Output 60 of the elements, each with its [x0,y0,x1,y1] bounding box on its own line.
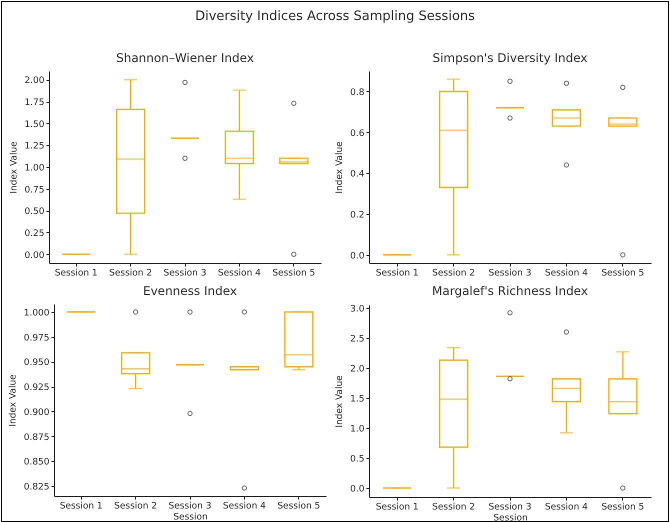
x-tick-label: Session 1 [60,502,103,512]
y-tick-label: 1.5 [350,394,364,404]
x-tick-label: Session 5 [277,502,320,512]
chart-title: Margalef's Richness Index [432,284,588,298]
x-tick-label: Session 2 [109,268,152,278]
y-tick-label: 2.00 [24,76,45,86]
x-tick-label: Session 5 [601,268,644,278]
y-tick-label: 0.6 [350,128,365,139]
x-tick-label: Session 2 [114,502,158,512]
y-tick-label: 0.75 [24,185,44,196]
y-tick-label: 0.2 [350,210,364,220]
x-tick-label: Session 3 [488,502,532,512]
y-tick-label: 3.0 [350,304,365,314]
x-tick-label: Session 5 [601,502,644,512]
y-tick-label: 1.0 [350,424,365,434]
y-tick-label: 0.950 [24,358,50,368]
y-tick-label: 0.5 [350,454,364,464]
y-tick-label: 0.850 [24,458,50,468]
x-tick-label: Session 2 [432,502,476,512]
y-tick-label: 0.0 [350,484,365,494]
text: Diversity Indices Across Sampling Sessions [194,9,476,24]
x-tick-label: Session 3 [488,268,532,278]
y-tick-label: 0.875 [24,432,50,443]
chart-title: Evenness Index [142,284,238,298]
y-tick-label: 1.00 [24,164,45,174]
x-tick-label: Session 4 [544,268,588,278]
x-tick-label: Session 3 [164,268,206,278]
y-tick-label: 0.900 [24,408,50,418]
y-tick-label: 1.75 [24,98,44,108]
y-tick-label: 0.00 [24,250,45,261]
y-axis-title: Index Value [335,374,346,428]
y-axis-title: Index Value [8,374,19,427]
x-tick-label: Session 1 [376,502,419,512]
y-tick-label: 0.825 [24,482,50,493]
y-axis-title: Index Value [335,140,346,194]
x-axis-title: Session [173,512,208,522]
y-tick-label: 0.4 [350,170,365,180]
chart-title: Shannon–Wiener Index [116,51,254,65]
x-tick-label: Session 4 [218,268,262,278]
y-tick-label: 0.975 [24,333,50,344]
y-tick-label: 1.25 [24,142,44,152]
x-tick-label: Session 2 [432,268,476,278]
y-tick-label: 0.925 [24,383,50,394]
x-tick-label: Session 5 [272,268,316,278]
y-tick-label: 0.50 [24,207,45,218]
y-tick-label: 0.8 [350,88,365,98]
x-tick-label: Session 4 [544,502,588,512]
x-tick-label: Session 1 [376,268,419,278]
y-tick-label: 1.50 [24,120,45,130]
y-tick-label: 2.5 [350,334,364,344]
y-tick-label: 0.0 [350,251,365,262]
x-tick-label: Session 4 [222,502,266,512]
x-tick-label: Session 3 [168,502,212,512]
y-tick-label: 0.25 [24,228,44,239]
y-axis-title: Index Value [9,140,20,194]
x-tick-label: Session 1 [54,268,98,278]
chart-title: Simpson's Diversity Index [432,51,588,65]
y-tick-label: 1.000 [24,308,50,318]
x-axis-title: Session [493,514,528,522]
y-tick-label: 2.0 [350,364,365,374]
